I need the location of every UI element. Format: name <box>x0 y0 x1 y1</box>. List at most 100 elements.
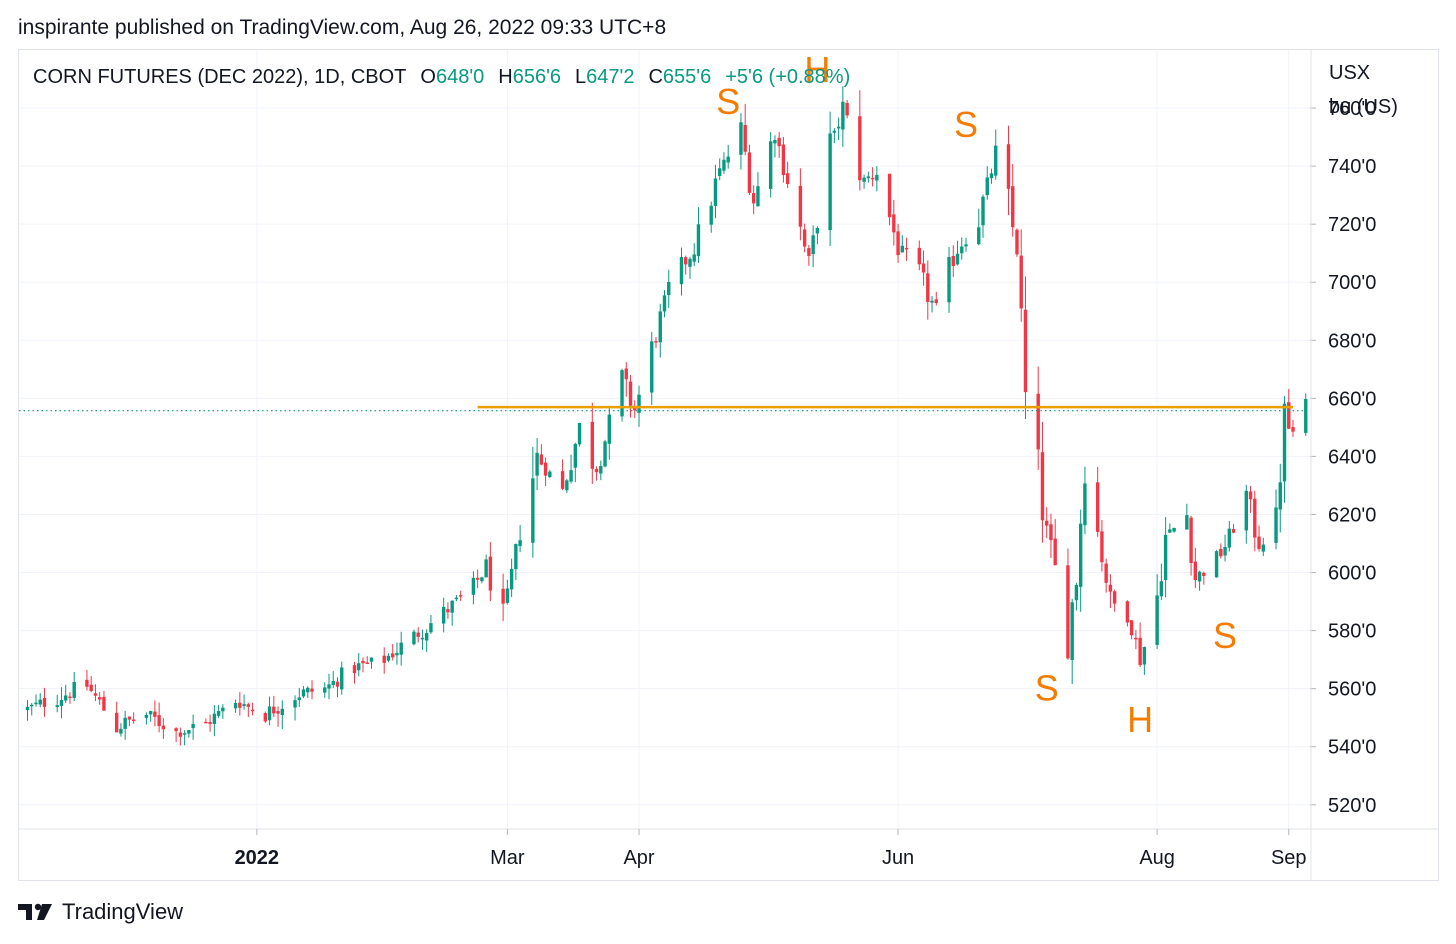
candle-body <box>182 733 187 735</box>
candle-body <box>1197 571 1202 582</box>
pattern-label: S <box>1035 667 1059 708</box>
candle-body <box>178 732 183 737</box>
price-unit-line1: USX <box>1329 62 1371 84</box>
candle-body <box>187 730 191 734</box>
candle-body <box>1261 544 1265 552</box>
candle-body <box>446 609 450 613</box>
candle-body <box>424 633 429 641</box>
candle-body <box>1015 229 1019 255</box>
candle-body <box>679 257 684 285</box>
candle-body <box>1202 572 1206 577</box>
candle-body <box>658 311 662 343</box>
candle-body <box>395 653 399 656</box>
candle-body <box>1078 523 1083 587</box>
candle-body <box>667 282 671 296</box>
candle-body <box>97 697 102 700</box>
candle-body <box>123 717 127 729</box>
pattern-label: S <box>954 104 978 145</box>
candle-body <box>1244 490 1248 531</box>
candle-body <box>607 414 611 444</box>
high-value: 656'6 <box>512 66 562 88</box>
candle-body <box>1159 581 1164 597</box>
candle-body <box>454 597 459 600</box>
candle-body <box>1104 563 1108 583</box>
candle-body <box>836 126 841 129</box>
candle-body <box>246 704 251 707</box>
candle-body <box>917 247 922 265</box>
candle-body <box>637 394 641 413</box>
y-tick-label: 680'0 <box>1328 330 1376 352</box>
y-tick-label: 560'0 <box>1328 679 1376 701</box>
candle-body <box>93 693 98 696</box>
candle-body <box>654 341 658 343</box>
candle-body <box>471 577 476 595</box>
candle-body <box>331 681 335 685</box>
candle-body <box>599 466 603 474</box>
candle-body <box>692 254 696 262</box>
candle-body <box>807 248 811 256</box>
candle-body <box>119 728 123 734</box>
candle-body <box>1172 527 1176 532</box>
candle-body <box>352 665 357 674</box>
candle-body <box>340 667 344 690</box>
candle-body <box>59 700 64 706</box>
candle-body <box>543 462 548 476</box>
candle-body <box>603 441 607 467</box>
candle-body <box>1023 309 1028 393</box>
y-tick-label: 580'0 <box>1328 621 1376 643</box>
candle-body <box>114 712 119 733</box>
publish-info: inspirante published on TradingView.com,… <box>18 16 667 39</box>
candle-body <box>335 681 340 687</box>
candle-body <box>420 637 425 640</box>
candle-body <box>1163 534 1168 581</box>
candle-body <box>131 719 136 722</box>
candle-body <box>1185 515 1189 530</box>
candle-body <box>480 577 484 582</box>
candle-body <box>870 177 875 180</box>
candle-body <box>628 381 633 406</box>
candle-body <box>650 341 654 393</box>
candle-body <box>590 421 595 469</box>
candle-body <box>42 697 47 707</box>
candle-body <box>802 229 807 247</box>
candle-body <box>174 728 178 732</box>
candle-body <box>484 559 488 578</box>
candle-body <box>624 368 628 380</box>
candle-body <box>323 687 327 693</box>
candle-body <box>1040 452 1045 521</box>
candle-body <box>1070 602 1074 660</box>
close-label: C <box>648 66 663 88</box>
candle-body <box>1142 646 1147 665</box>
candle-body <box>416 632 420 637</box>
candle-body <box>458 595 463 597</box>
candle-body <box>1231 529 1236 533</box>
candle-body <box>301 689 306 697</box>
candle-body <box>620 370 624 417</box>
candle-body <box>357 663 361 671</box>
candle-body <box>1049 524 1053 541</box>
candle-body <box>361 660 365 664</box>
candle-body <box>841 101 845 130</box>
candle-body <box>144 714 149 718</box>
candle-body <box>921 263 926 273</box>
y-tick-label: 740'0 <box>1328 156 1376 178</box>
open-label: O <box>420 66 436 88</box>
candle-body <box>1304 398 1308 433</box>
candle-body <box>25 706 30 711</box>
candle-body <box>1011 186 1015 228</box>
y-tick-label: 520'0 <box>1328 795 1376 817</box>
candle-body <box>662 295 667 312</box>
candle-body <box>594 468 599 473</box>
candle-body <box>501 588 505 604</box>
candle-body <box>934 299 938 304</box>
candle-body <box>828 133 832 231</box>
candle-body <box>488 556 493 591</box>
candle-body <box>565 480 569 491</box>
candle-body <box>1219 548 1223 557</box>
candle-body <box>85 679 89 687</box>
candle-body <box>382 655 386 663</box>
candle-body <box>1253 498 1257 538</box>
candle-body <box>900 245 905 253</box>
candle-body <box>947 256 951 303</box>
